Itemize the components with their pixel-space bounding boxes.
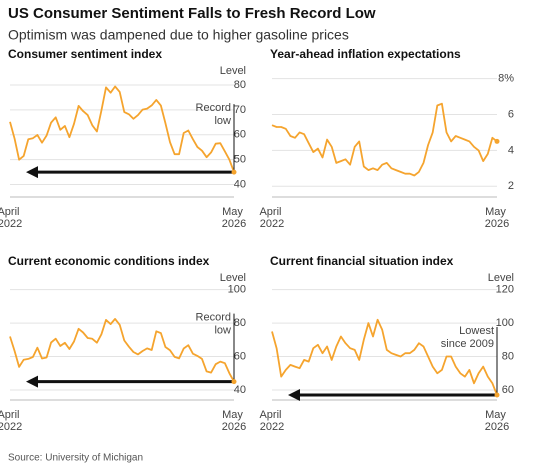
y-tick-label: 80 — [234, 317, 246, 329]
y-tick-label: 80 — [502, 350, 514, 362]
x-tick-label: April 2022 — [0, 409, 23, 433]
x-tick-label: April 2022 — [0, 206, 23, 230]
annotation: Record — [196, 312, 231, 324]
last-point — [231, 169, 237, 175]
x-tick-label: April 2022 — [259, 409, 284, 433]
panel-title: Consumer sentiment index — [8, 47, 162, 61]
x-tick-label: April 2022 — [259, 206, 284, 230]
y-tick-label: 60 — [234, 350, 246, 362]
series-line — [271, 318, 498, 396]
series-line — [271, 102, 498, 177]
series-line — [9, 318, 235, 383]
last-point — [494, 138, 500, 144]
annotation: low — [214, 325, 231, 337]
arrow-head — [288, 388, 300, 401]
source: Source: University of Michigan — [8, 453, 143, 464]
y-tick-label: 40 — [234, 178, 246, 190]
panel-title: Current financial situation index — [270, 254, 454, 268]
y-tick-label: 60 — [502, 384, 514, 396]
annotation: Record — [196, 102, 231, 114]
last-point — [231, 379, 237, 385]
y-tick-label: 2 — [508, 180, 514, 192]
x-tick-label: May 2026 — [222, 409, 246, 433]
y-tick-label: 100 — [228, 284, 246, 296]
arrow-head — [26, 166, 38, 179]
unit-label: Level — [220, 272, 246, 284]
panel-title: Current economic conditions index — [8, 254, 210, 268]
y-tick-label: 6 — [508, 108, 514, 120]
unit-label: Level — [488, 272, 514, 284]
y-tick-label: 80 — [234, 79, 246, 91]
annotation: low — [214, 115, 231, 127]
x-tick-label: May 2026 — [485, 409, 509, 433]
annotation: since 2009 — [441, 338, 494, 350]
y-tick-label: 70 — [234, 104, 246, 116]
panel-title: Year-ahead inflation expectations — [270, 47, 461, 61]
annotation: Lowest — [459, 325, 494, 337]
y-tick-label: 60 — [234, 129, 246, 141]
page-title: US Consumer Sentiment Falls to Fresh Rec… — [8, 5, 376, 22]
last-point — [494, 392, 500, 398]
x-tick-label: May 2026 — [485, 206, 509, 230]
y-tick-label: 40 — [234, 384, 246, 396]
y-tick-label: 4 — [508, 144, 514, 156]
y-tick-label: 100 — [496, 317, 514, 329]
page-subtitle: Optimism was dampened due to higher gaso… — [8, 27, 349, 43]
unit-label: Level — [220, 65, 246, 77]
y-tick-label: 8% — [498, 72, 514, 84]
y-tick-label: 50 — [234, 154, 246, 166]
x-tick-label: May 2026 — [222, 206, 246, 230]
series-line — [9, 85, 235, 173]
arrow-head — [26, 375, 38, 388]
y-tick-label: 120 — [496, 284, 514, 296]
